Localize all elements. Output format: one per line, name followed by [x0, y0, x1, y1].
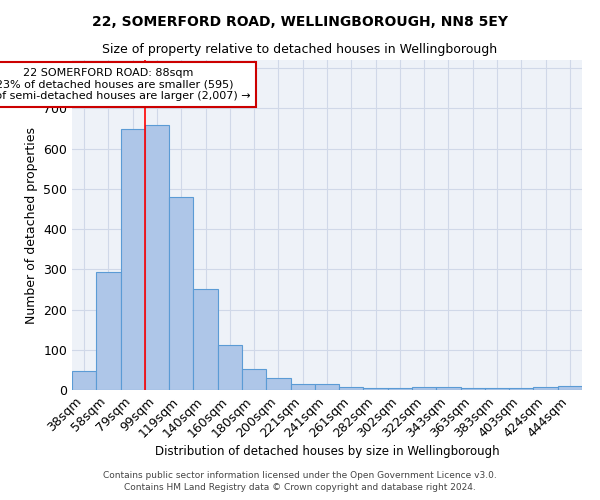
- Bar: [509, 388, 533, 390]
- Bar: [412, 387, 436, 390]
- Bar: [485, 388, 509, 390]
- Bar: [290, 384, 315, 390]
- Y-axis label: Number of detached properties: Number of detached properties: [25, 126, 38, 324]
- Bar: [145, 125, 169, 390]
- X-axis label: Distribution of detached houses by size in Wellingborough: Distribution of detached houses by size …: [155, 446, 499, 458]
- Text: 22 SOMERFORD ROAD: 88sqm
← 23% of detached houses are smaller (595)
77% of semi-: 22 SOMERFORD ROAD: 88sqm ← 23% of detach…: [0, 68, 250, 101]
- Text: Size of property relative to detached houses in Wellingborough: Size of property relative to detached ho…: [103, 42, 497, 56]
- Bar: [169, 197, 193, 390]
- Bar: [558, 386, 582, 390]
- Bar: [533, 387, 558, 390]
- Text: Contains public sector information licensed under the Open Government Licence v3: Contains public sector information licen…: [103, 471, 497, 480]
- Bar: [266, 378, 290, 390]
- Bar: [96, 272, 121, 390]
- Text: Contains HM Land Registry data © Crown copyright and database right 2024.: Contains HM Land Registry data © Crown c…: [124, 484, 476, 492]
- Bar: [315, 384, 339, 390]
- Bar: [364, 388, 388, 390]
- Bar: [461, 388, 485, 390]
- Bar: [218, 344, 242, 390]
- Bar: [339, 387, 364, 390]
- Bar: [388, 388, 412, 390]
- Bar: [436, 387, 461, 390]
- Bar: [121, 129, 145, 390]
- Bar: [242, 369, 266, 390]
- Bar: [72, 371, 96, 390]
- Bar: [193, 288, 218, 390]
- Text: 22, SOMERFORD ROAD, WELLINGBOROUGH, NN8 5EY: 22, SOMERFORD ROAD, WELLINGBOROUGH, NN8 …: [92, 15, 508, 29]
